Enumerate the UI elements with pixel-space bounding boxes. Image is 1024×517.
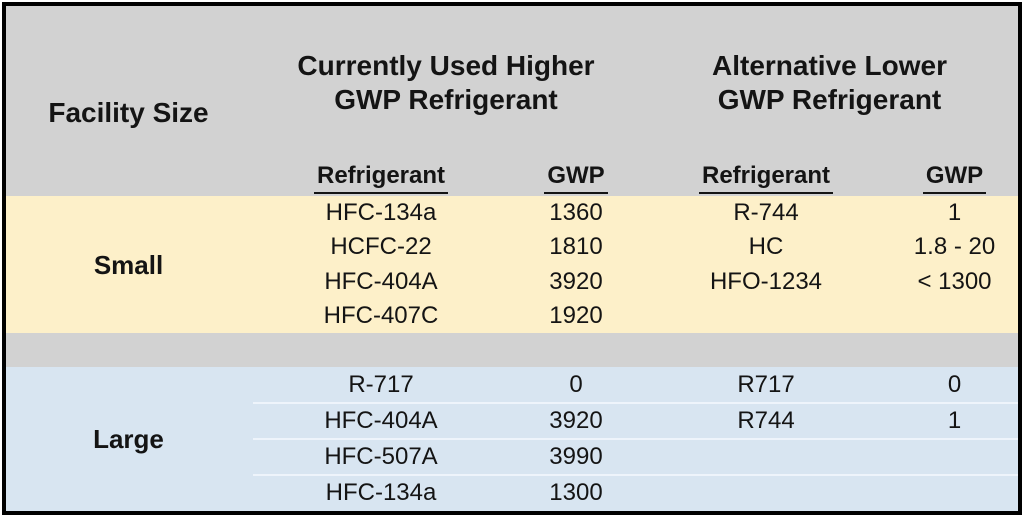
alternative-refrigerant-cell: R-744 bbox=[733, 199, 799, 227]
current-refrigerant-subheader: Refrigerant bbox=[251, 160, 511, 196]
subheader-label: Refrigerant bbox=[698, 162, 834, 194]
subheader-label: GWP bbox=[922, 162, 987, 194]
alternative-refrigerant-cell: HFO-1234 bbox=[709, 267, 823, 295]
current-gwp-subheader: GWP bbox=[511, 160, 641, 196]
alternative-refrigerant-cell: R717 bbox=[737, 371, 795, 398]
current-gwp-cell: 3920 bbox=[549, 267, 603, 295]
current-refrigerant-cell: R-717 bbox=[348, 371, 414, 398]
current-refrigerant-cell: HCFC-22 bbox=[330, 233, 432, 261]
small-facility-grid: Small HFC-134a 1360 R-744 1 HCFC-22 1810… bbox=[6, 196, 1018, 333]
group-header-row: Facility Size Currently Used Higher GWP … bbox=[6, 6, 1018, 160]
current-gwp-cell: 3990 bbox=[549, 443, 603, 470]
alternative-refrigerant-subheader: Refrigerant bbox=[641, 160, 891, 196]
current-refrigerant-cell: HFC-134a bbox=[325, 479, 437, 506]
large-facility-grid: Large R-717 0 R717 0 HFC-404A 3920 R744 … bbox=[6, 367, 1018, 511]
alternative-gwp-cell: 1 bbox=[947, 199, 962, 227]
table-header-band: Facility Size Currently Used Higher GWP … bbox=[6, 6, 1018, 196]
alternative-refrigerant-cell: HC bbox=[748, 233, 784, 261]
large-facility-section: Large R-717 0 R717 0 HFC-404A 3920 R744 … bbox=[6, 367, 1018, 511]
current-gwp-cell: 0 bbox=[569, 371, 583, 398]
alternative-gwp-cell: 1 bbox=[947, 407, 962, 434]
facility-label-large: Large bbox=[93, 424, 164, 454]
current-gwp-cell: 1360 bbox=[549, 199, 603, 227]
current-gwp-cell: 3920 bbox=[549, 407, 603, 434]
alternative-gwp-subheader: GWP bbox=[891, 160, 1018, 196]
alternative-gwp-cell: 1.8 - 20 bbox=[913, 233, 996, 261]
current-refrigerant-cell: HFC-507A bbox=[324, 443, 438, 470]
section-divider bbox=[6, 333, 1018, 367]
current-refrigerant-cell: HFC-404A bbox=[324, 267, 438, 295]
small-facility-section: Small HFC-134a 1360 R-744 1 HCFC-22 1810… bbox=[6, 196, 1018, 333]
current-refrigerant-cell: HFC-404A bbox=[324, 407, 438, 434]
row-separator-line bbox=[253, 438, 1018, 440]
row-separator-line bbox=[253, 474, 1018, 476]
row-separator-line bbox=[253, 402, 1018, 404]
alternative-gwp-cell: < 1300 bbox=[917, 267, 992, 295]
current-gwp-cell: 1810 bbox=[549, 233, 603, 261]
alternative-refrigerant-cell: R744 bbox=[737, 407, 795, 434]
alternative-group-header: Alternative Lower GWP Refrigerant bbox=[712, 50, 947, 115]
alternative-gwp-cell: 0 bbox=[947, 371, 962, 398]
column-subheader-row: Refrigerant GWP Refrigerant GWP bbox=[6, 160, 1018, 196]
subheader-spacer bbox=[6, 160, 251, 196]
current-group-header: Currently Used Higher GWP Refrigerant bbox=[297, 50, 595, 115]
subheader-label: Refrigerant bbox=[313, 162, 449, 194]
current-refrigerant-cell: HFC-407C bbox=[323, 301, 439, 329]
subheader-label: GWP bbox=[544, 162, 608, 194]
facility-size-header: Facility Size bbox=[48, 97, 209, 128]
current-refrigerant-cell: HFC-134a bbox=[325, 199, 437, 227]
current-gwp-cell: 1920 bbox=[549, 301, 603, 329]
facility-label-small: Small bbox=[93, 249, 164, 280]
current-gwp-cell: 1300 bbox=[549, 479, 603, 506]
